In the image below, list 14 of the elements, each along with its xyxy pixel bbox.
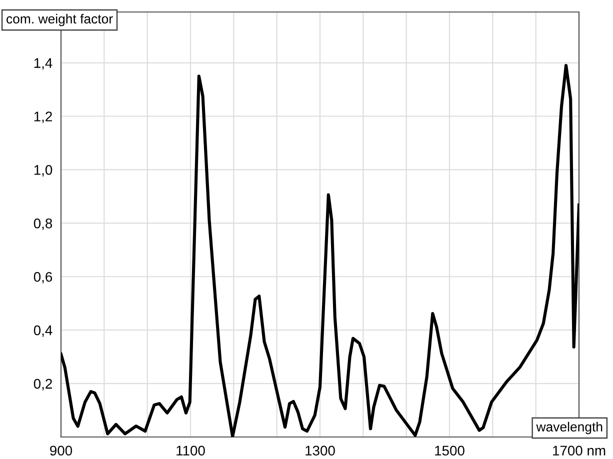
x-axis-title: wavelength [536,422,602,434]
y-tick-label: 1,0 [34,165,52,177]
x-tick-label: 1100 [176,446,205,456]
y-tick-label: 0,6 [34,272,52,284]
x-tick-label: 900 [50,446,72,456]
y-tick-label: 0,4 [34,325,52,337]
y-tick-label: 0,8 [34,218,52,230]
x-tick-label: 1500 [435,446,464,456]
y-tick-label: 0,2 [34,378,52,390]
x-tick-label: 1700 nm [553,446,606,456]
y-tick-label: 1,4 [34,58,52,70]
x-tick-label: 1300 [306,446,335,456]
y-tick-label: 1,2 [34,112,52,124]
y-axis-title: com. weight factor [6,14,113,26]
